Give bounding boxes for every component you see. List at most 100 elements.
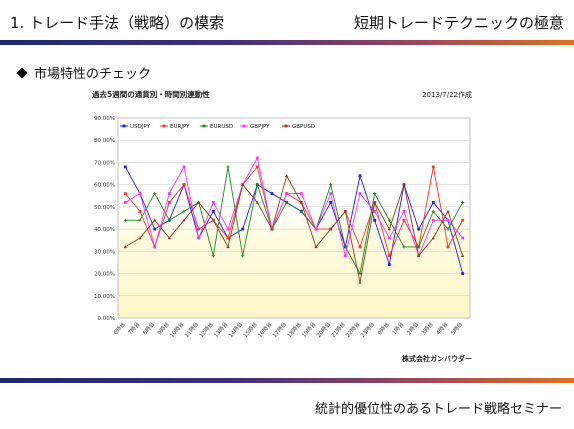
y-tick-label: 80.00%	[94, 138, 115, 144]
data-point	[285, 173, 289, 177]
data-point	[431, 209, 435, 213]
data-point	[373, 200, 377, 204]
legend-item-eurjpy: EURJPY	[160, 124, 190, 130]
legend-marker	[202, 124, 206, 128]
data-point	[343, 209, 347, 213]
footer-text: 統計的優位性のあるトレード戦略セミナー	[314, 402, 562, 417]
data-point	[241, 182, 245, 186]
y-tick-label: 20.00%	[94, 272, 115, 278]
legend-marker	[162, 124, 166, 128]
data-point	[446, 227, 450, 231]
data-point	[182, 165, 186, 169]
data-point	[167, 236, 171, 240]
data-point	[329, 227, 333, 231]
data-point	[373, 218, 377, 222]
data-point	[167, 192, 171, 195]
x-tick-label: 11時台	[183, 320, 201, 339]
data-point	[358, 271, 362, 276]
data-point	[153, 245, 157, 249]
data-point	[461, 272, 465, 275]
section-heading: 市場特性のチェック	[16, 63, 152, 82]
legend-label: GBPUSD	[292, 124, 315, 130]
data-point	[123, 245, 127, 249]
data-point	[211, 209, 215, 213]
data-point	[446, 209, 450, 213]
x-tick-label: 20時台	[315, 320, 333, 339]
data-point	[197, 227, 201, 231]
x-tick-label: 9時台	[155, 320, 171, 337]
data-point	[123, 201, 127, 204]
data-point	[285, 200, 289, 205]
series-line	[125, 166, 464, 275]
plot-area	[117, 117, 471, 319]
legend-label: GBPJPY	[250, 124, 270, 130]
data-point	[329, 201, 333, 204]
data-point	[241, 254, 245, 258]
data-point	[211, 254, 215, 258]
y-tick-label: 0.00%	[98, 316, 115, 322]
x-tick-label: 10時台	[168, 320, 186, 339]
section-heading-text: 市場特性のチェック	[34, 67, 152, 82]
data-point	[431, 218, 435, 222]
data-point	[123, 218, 127, 222]
y-tick-label: 60.00%	[94, 183, 115, 189]
data-point	[241, 227, 245, 231]
x-tick-label: 17時台	[271, 320, 289, 339]
legend-marker	[122, 124, 126, 128]
x-tick-label: 13時台	[212, 320, 230, 339]
data-point	[461, 200, 465, 205]
data-point	[123, 165, 127, 169]
data-point	[226, 227, 230, 231]
x-tick-label: 0時台	[375, 320, 391, 337]
series-line	[125, 174, 464, 283]
data-point	[387, 236, 391, 240]
data-point	[153, 218, 157, 222]
legend-marker	[242, 124, 246, 128]
data-point	[211, 201, 215, 204]
x-tick-label: 1時台	[390, 320, 406, 337]
data-point	[299, 200, 303, 204]
series-line	[125, 156, 464, 258]
x-tick-label: 18時台	[285, 320, 303, 339]
data-point	[270, 192, 274, 195]
x-tick-label: 8時台	[141, 320, 157, 337]
series-eurusd	[123, 165, 465, 276]
data-point	[461, 218, 465, 222]
data-point	[299, 192, 303, 195]
data-point	[446, 245, 450, 249]
footer-divider	[0, 378, 574, 383]
data-point	[285, 192, 289, 195]
data-point	[329, 183, 333, 187]
legend-marker	[284, 124, 288, 128]
data-point	[138, 218, 142, 222]
data-point	[417, 245, 421, 249]
data-point	[314, 227, 318, 231]
x-tick-label: 12時台	[197, 320, 215, 339]
data-point	[314, 245, 318, 249]
data-point	[226, 245, 230, 249]
x-tick-label: 23時台	[359, 320, 377, 339]
data-point	[343, 245, 347, 249]
data-point	[373, 191, 377, 196]
x-tick-label: 16時台	[256, 320, 274, 339]
data-point	[299, 209, 303, 213]
x-tick-label: 5時台	[449, 320, 465, 337]
data-point	[431, 201, 435, 204]
data-point	[197, 200, 201, 204]
x-tick-label: 19時台	[300, 320, 318, 339]
chart-credit: 株式会社ガンバウダー	[402, 354, 472, 363]
legend-item-gbpjpy: GBPJPY	[240, 124, 270, 130]
data-point	[387, 218, 391, 222]
data-point	[358, 192, 362, 195]
legend-item-eurusd: EURUSD	[200, 124, 233, 130]
series-gbpusd	[123, 173, 465, 284]
data-point	[358, 174, 362, 178]
data-point	[417, 227, 421, 231]
y-tick-label: 90.00%	[94, 116, 115, 122]
data-point	[417, 253, 421, 257]
x-tick-label: 3時台	[419, 320, 435, 337]
x-tick-label: 21時台	[329, 320, 347, 339]
data-point	[402, 182, 406, 186]
data-point	[226, 236, 230, 240]
